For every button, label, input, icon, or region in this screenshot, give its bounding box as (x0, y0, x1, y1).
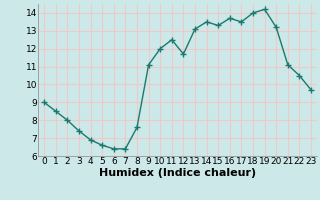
X-axis label: Humidex (Indice chaleur): Humidex (Indice chaleur) (99, 168, 256, 178)
